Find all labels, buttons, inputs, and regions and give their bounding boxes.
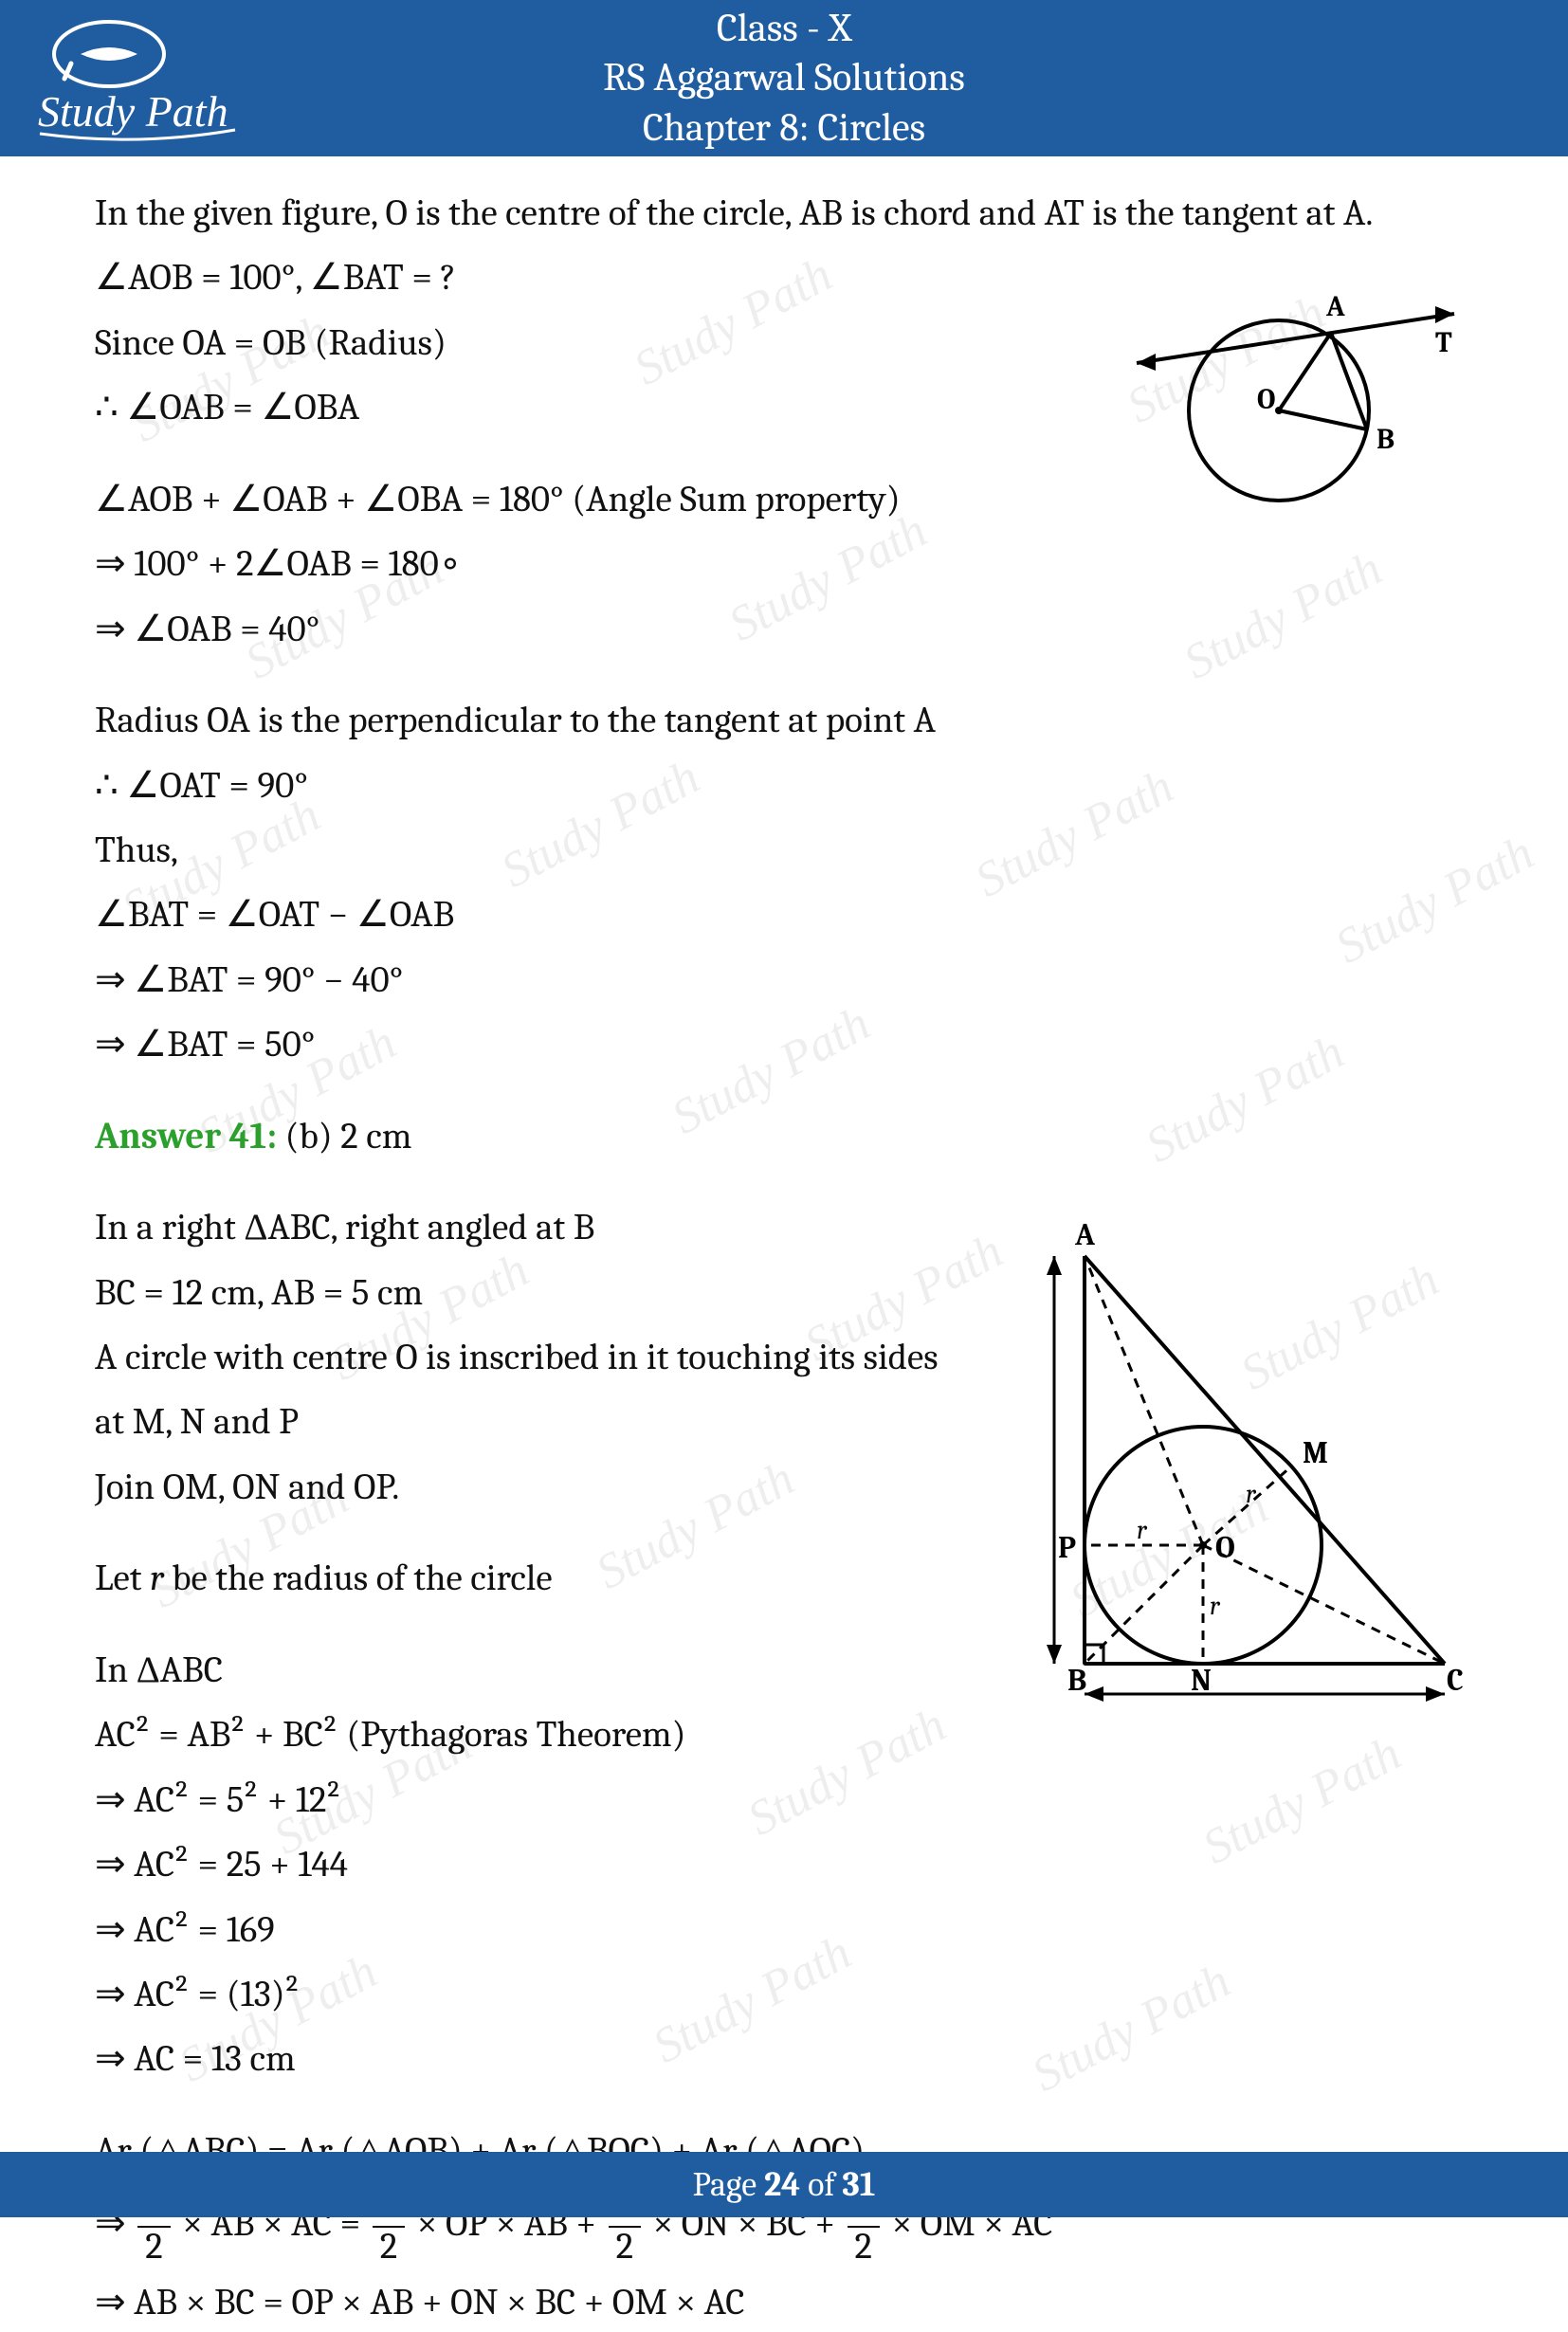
svg-text:Study Path: Study Path (38, 87, 228, 136)
figure-2: A B C M N P O r r r (1018, 1199, 1473, 1730)
label-O: O (1257, 383, 1275, 416)
line-16: A circle with centre O is inscribed in i… (95, 1329, 999, 1386)
section-2: In a right ΔABC, right angled at B BC = … (95, 1199, 1473, 2096)
logo: Study Path (28, 14, 246, 142)
line-9: ∴ ∠OAT = 90° (95, 757, 1473, 814)
content: In the given figure, O is the centre of … (0, 156, 1568, 2332)
label-r2: r (1246, 1479, 1257, 1509)
answer-41-text: (b) 2 cm (277, 1115, 411, 1157)
class-line: Class - X (603, 4, 965, 54)
line-20: In ΔABC (95, 1642, 999, 1699)
line-15: BC = 12 cm, AB = 5 cm (95, 1265, 999, 1321)
line-26: ⇒ AC = 13 cm (95, 2031, 999, 2087)
line-18: Join OM, ON and OP. (95, 1459, 999, 1516)
triangle-inscribed-circle-diagram: A B C M N P O r r r (1018, 1199, 1473, 1730)
label-P2: P (1058, 1530, 1076, 1565)
line-2: ∠AOB = 100°, ∠BAT = ? (95, 249, 1113, 306)
line-12: ⇒ ∠BAT = 90° − 40° (95, 952, 1473, 1009)
label-M2: M (1303, 1435, 1328, 1470)
title-line: RS Aggarwal Solutions (603, 53, 965, 103)
page-footer: Page 24 of 31 (0, 2152, 1568, 2217)
label-A2: A (1074, 1217, 1095, 1252)
section-1: ∠AOB = 100°, ∠BAT = ? Since OA = OB (Rad… (95, 249, 1473, 665)
label-B2: B (1067, 1663, 1086, 1698)
answer-41-label: Answer 41: (95, 1115, 277, 1157)
line-25: ⇒ AC² = (13)² (95, 1966, 999, 2023)
chapter-line: Chapter 8: Circles (603, 103, 965, 154)
figure-1: O A B T (1132, 249, 1473, 534)
line-21: AC² = AB² + BC² (Pythagoras Theorem) (95, 1706, 999, 1763)
label-T: T (1435, 326, 1452, 359)
label-O2: O (1215, 1530, 1235, 1565)
answer-41: Answer 41: (b) 2 cm (95, 1108, 1473, 1165)
label-A: A (1325, 290, 1345, 323)
line-6: ⇒ 100° + 2∠OAB = 180∘ (95, 536, 1113, 592)
label-C2: C (1447, 1663, 1464, 1698)
line-23: ⇒ AC² = 25 + 144 (95, 1836, 999, 1893)
line-4: ∴ ∠OAB = ∠OBA (95, 379, 1113, 436)
label-B: B (1377, 423, 1395, 456)
line-10: Thus, (95, 822, 1473, 879)
label-r1: r (1137, 1515, 1148, 1545)
line-22: ⇒ AC² = 5² + 12² (95, 1772, 999, 1829)
line-8: Radius OA is the perpendicular to the ta… (95, 692, 1473, 749)
line-3: Since OA = OB (Radius) (95, 315, 1113, 372)
label-r3: r (1210, 1591, 1221, 1621)
section-1-text: ∠AOB = 100°, ∠BAT = ? Since OA = OB (Rad… (95, 249, 1113, 665)
line-17: at M, N and P (95, 1394, 999, 1450)
footer-current: 24 (764, 2165, 800, 2204)
page-header: Study Path Class - X RS Aggarwal Solutio… (0, 0, 1568, 156)
line-13: ⇒ ∠BAT = 50° (95, 1016, 1473, 1073)
label-N2: N (1191, 1663, 1212, 1698)
footer-middle: of (800, 2165, 842, 2204)
footer-prefix: Page (693, 2165, 764, 2204)
line-5: ∠AOB + ∠OAB + ∠OBA = 180° (Angle Sum pro… (95, 471, 1113, 528)
footer-total: 31 (843, 2165, 876, 2204)
line-29: ⇒ AB × BC = OP × AB + ON × BC + OM × AC (95, 2274, 1473, 2331)
section-2-text: In a right ΔABC, right angled at B BC = … (95, 1199, 999, 2096)
circle-tangent-diagram: O A B T (1132, 249, 1473, 534)
header-titles: Class - X RS Aggarwal Solutions Chapter … (603, 4, 965, 154)
line-7: ⇒ ∠OAB = 40° (95, 601, 1113, 658)
line-1: In the given figure, O is the centre of … (95, 185, 1473, 242)
logo-icon: Study Path (28, 14, 246, 142)
line-19: Let r be the radius of the circle (95, 1550, 999, 1607)
line-14: In a right ΔABC, right angled at B (95, 1199, 999, 1256)
line-11: ∠BAT = ∠OAT − ∠OAB (95, 886, 1473, 943)
line-24: ⇒ AC² = 169 (95, 1902, 999, 1959)
